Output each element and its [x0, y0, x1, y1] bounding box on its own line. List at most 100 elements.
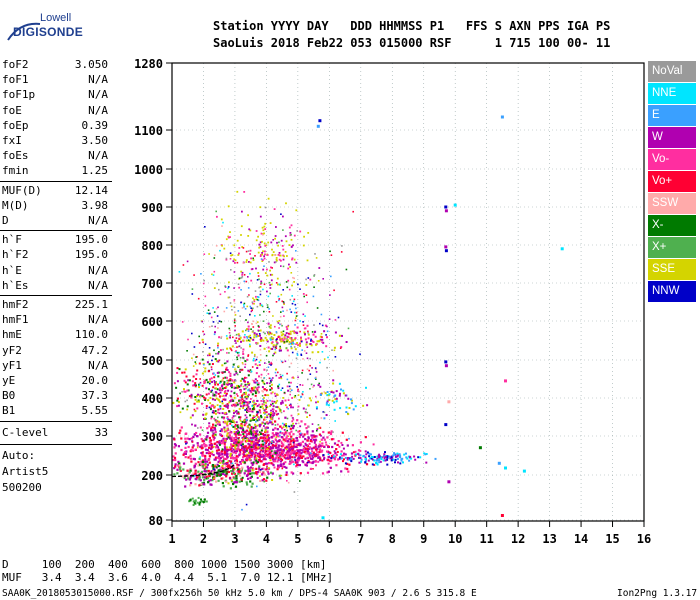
echo-point [183, 388, 185, 391]
echo-point [205, 451, 208, 455]
echo-point [224, 285, 226, 287]
echo-point [240, 383, 243, 385]
distance-row: D 100 200 400 600 800 1000 1500 3000 [km… [2, 558, 327, 571]
echo-point [249, 470, 252, 472]
echo-point [246, 328, 248, 331]
echo-point [359, 454, 362, 457]
echo-point [333, 346, 336, 349]
echo-point [213, 468, 215, 470]
echo-point [240, 234, 242, 236]
echo-point [287, 336, 290, 339]
echo-point [212, 394, 215, 397]
echo-point [289, 343, 292, 345]
echo-point [238, 277, 241, 280]
echo-point [246, 395, 249, 398]
echo-point [372, 458, 375, 461]
echo-point [289, 232, 292, 234]
echo-point [296, 332, 299, 335]
param-row-foe: foE N/A [2, 104, 108, 119]
echo-point [248, 384, 250, 386]
echo-point [300, 353, 302, 356]
isolated-echo-point [522, 469, 526, 473]
echo-point [225, 413, 228, 415]
echo-point [230, 445, 233, 448]
echo-point [255, 418, 257, 420]
echo-point [286, 309, 288, 312]
echo-point [248, 448, 251, 451]
echo-point [300, 452, 303, 455]
echo-point [203, 279, 205, 282]
echo-point [228, 296, 231, 299]
echo-point [292, 472, 295, 475]
echo-point [259, 215, 262, 218]
echo-point [225, 394, 227, 397]
echo-point [268, 325, 271, 328]
echo-point [235, 337, 238, 339]
echo-point [210, 377, 213, 380]
echo-point [312, 451, 315, 454]
echo-point [258, 246, 261, 249]
echo-point [276, 399, 279, 402]
echo-point [276, 423, 279, 426]
echo-point [223, 390, 226, 393]
echo-point [268, 441, 271, 444]
echo-point [226, 337, 229, 340]
echo-point [208, 441, 211, 444]
echo-point [228, 401, 231, 404]
echo-point [241, 430, 244, 433]
echo-point [240, 479, 243, 483]
echo-point [298, 457, 301, 460]
echo-point [253, 336, 256, 339]
echo-point [245, 435, 247, 438]
echo-point [289, 443, 292, 446]
echo-point [290, 406, 292, 409]
echo-point [248, 456, 251, 459]
echo-point [222, 380, 224, 382]
echo-point [246, 483, 249, 486]
echo-point [244, 384, 246, 387]
echo-point [247, 393, 250, 396]
echo-point [267, 426, 269, 429]
echo-point [269, 405, 271, 408]
echo-point [373, 459, 376, 462]
echo-point [239, 452, 242, 455]
echo-point [186, 469, 189, 472]
echo-point [386, 463, 389, 466]
echo-point [255, 372, 258, 375]
echo-point [344, 453, 347, 456]
echo-point [213, 349, 215, 352]
echo-point [333, 455, 336, 458]
echo-point [199, 394, 202, 397]
echo-point [253, 472, 256, 475]
param-value: 37.3 [81, 389, 109, 403]
echo-point [243, 435, 246, 438]
echo-point [274, 449, 276, 452]
echo-point [290, 440, 293, 443]
echo-point [271, 458, 275, 461]
echo-point [279, 323, 281, 326]
y-tick-label: 80 [149, 514, 163, 528]
echo-point [265, 401, 267, 404]
echo-point [384, 451, 386, 454]
echo-point [217, 375, 220, 378]
echo-point [207, 370, 210, 373]
param-label: foF1 [2, 73, 29, 87]
echo-point [290, 404, 292, 407]
echo-point [219, 400, 222, 403]
echo-point [212, 453, 215, 457]
echo-point [328, 393, 331, 396]
echo-point [262, 339, 265, 342]
echo-point [179, 466, 182, 469]
echo-point [327, 455, 330, 458]
echo-point [246, 358, 249, 361]
echo-point [178, 462, 181, 465]
echo-point [265, 244, 268, 247]
echo-point [283, 465, 286, 468]
echo-point [293, 277, 295, 280]
echo-point [394, 458, 397, 461]
echo-point [204, 413, 207, 416]
param-label: h`Es [2, 278, 29, 292]
echo-point [244, 414, 247, 417]
echo-point [262, 478, 266, 481]
echo-point [280, 340, 283, 343]
